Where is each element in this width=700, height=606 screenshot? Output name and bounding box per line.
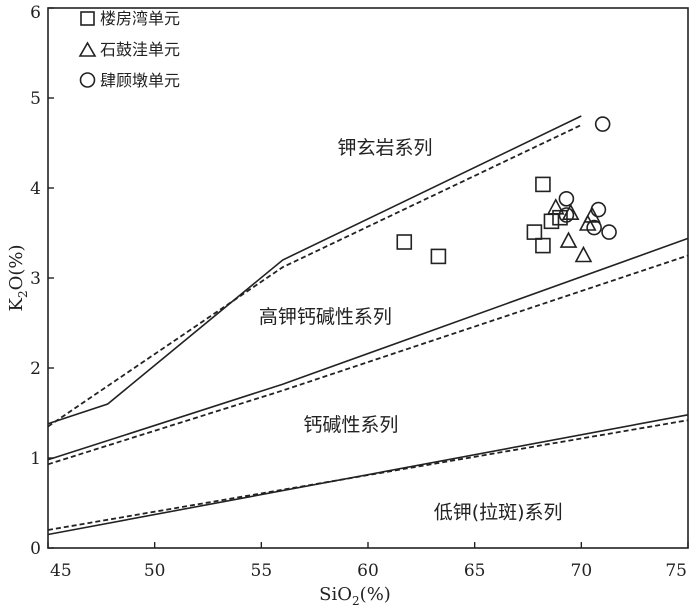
y-axis-title: K2O(%) [6, 244, 30, 311]
x-axis-title: SiO2(%) [319, 584, 391, 606]
y-tick-label: 0 [30, 539, 41, 559]
y-tick-label: 1 [30, 449, 41, 469]
legend-triangle-icon [78, 41, 97, 57]
y-tick-label: 4 [30, 179, 41, 199]
field-label: 钙碱性系列 [303, 414, 398, 436]
boundary-dashed-line [47, 124, 582, 428]
point-square [430, 248, 447, 265]
y-tick-label: 5 [30, 89, 41, 109]
legend-label-shiguwa: 石鼓洼单元 [100, 40, 180, 59]
point-circle [558, 191, 575, 207]
legend-circle-icon [79, 72, 96, 88]
point-square [526, 224, 543, 240]
x-tick-label: 55 [251, 561, 273, 581]
y-tick-label: 6 [30, 3, 41, 23]
legend-label-siguodun: 肆顾墩单元 [100, 71, 180, 90]
point-square [535, 176, 551, 193]
x-tick-label: 75 [665, 561, 687, 581]
point-circle [586, 219, 602, 236]
data-points [396, 116, 617, 265]
boundary-solid-line [47, 115, 582, 425]
point-triangle [574, 245, 593, 263]
x-tick-label: 65 [464, 561, 486, 581]
point-triangle [546, 198, 565, 215]
y-tick-label: 2 [30, 359, 41, 379]
point-square [535, 237, 551, 254]
x-tick-label: 50 [144, 561, 166, 581]
point-circle [601, 224, 617, 240]
boundary-solid-line [47, 237, 689, 461]
point-circle [558, 207, 575, 223]
point-triangle [559, 231, 578, 248]
point-triangle [583, 206, 601, 223]
point-square [543, 213, 560, 230]
point-square [396, 234, 413, 250]
boundary-dashed-line [47, 254, 689, 466]
point-circle [594, 116, 611, 132]
point-triangle [561, 203, 580, 220]
legend-square-icon [80, 11, 95, 26]
boundary-dashed-line [47, 419, 689, 531]
field-label: 低钾(拉斑)系列 [434, 501, 563, 523]
field-label: 钾玄岩系列 [338, 137, 433, 159]
x-tick-label: 70 [571, 561, 593, 581]
x-tick-label: 60 [357, 561, 379, 581]
legend: 楼房湾单元 石鼓洼单元 肆顾墩单元 [78, 9, 180, 90]
y-tick-label: 3 [30, 269, 41, 289]
point-circle [590, 201, 607, 218]
x-tick-label: 45 [50, 561, 72, 581]
field-label: 高钾钙碱性系列 [259, 306, 392, 328]
boundary-lines [47, 115, 689, 536]
legend-label-loufangwan: 楼房湾单元 [100, 9, 180, 28]
